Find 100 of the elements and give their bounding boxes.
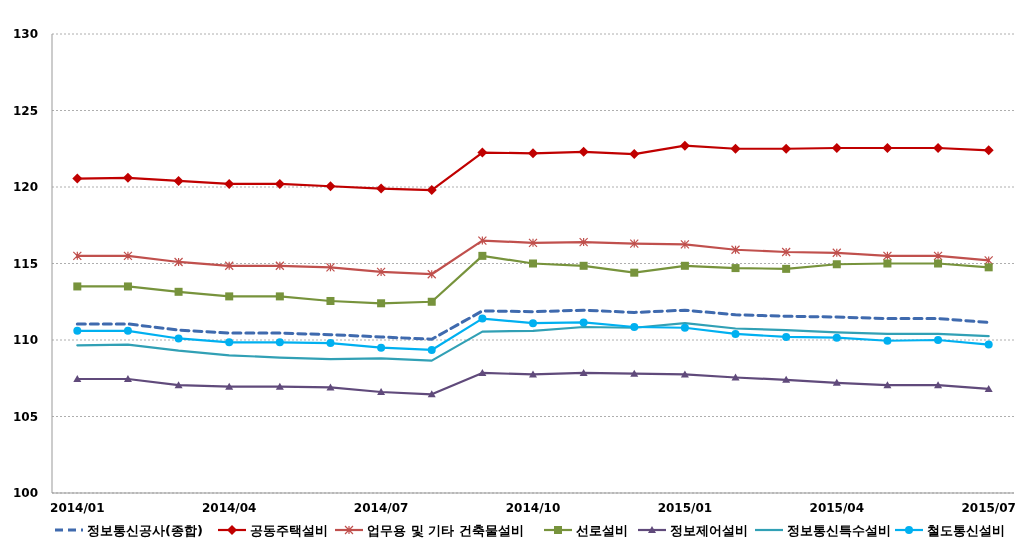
point xyxy=(630,268,639,277)
point xyxy=(883,336,892,345)
point xyxy=(984,384,993,392)
point xyxy=(984,263,993,272)
point xyxy=(275,338,284,347)
y-tick-label: 130 xyxy=(12,27,38,42)
point xyxy=(730,143,741,154)
point xyxy=(173,257,184,267)
point xyxy=(731,329,740,338)
point xyxy=(325,181,336,192)
point xyxy=(782,264,791,273)
point xyxy=(173,175,184,186)
point xyxy=(427,297,436,306)
point xyxy=(275,261,285,271)
point xyxy=(882,142,893,153)
point xyxy=(72,251,82,261)
point xyxy=(478,368,487,376)
point xyxy=(73,375,82,383)
point xyxy=(427,390,436,398)
point xyxy=(679,140,690,151)
point xyxy=(680,323,689,332)
point xyxy=(275,382,284,390)
point xyxy=(933,142,944,153)
y-tick-label: 125 xyxy=(12,103,38,118)
legend-label: 업무용 및 기타 건축물설비 xyxy=(367,522,524,538)
point xyxy=(529,319,537,328)
point xyxy=(122,172,133,183)
point xyxy=(529,259,537,268)
point xyxy=(782,332,791,341)
point xyxy=(377,299,386,308)
point xyxy=(72,173,83,184)
point xyxy=(426,185,437,196)
line-series xyxy=(75,308,991,341)
point xyxy=(326,339,335,348)
point xyxy=(376,183,387,194)
point xyxy=(528,148,538,159)
point xyxy=(629,149,640,160)
point xyxy=(934,259,943,268)
point xyxy=(883,259,892,268)
point xyxy=(174,381,183,389)
point xyxy=(174,334,183,343)
legend-label: 철도통신설비 xyxy=(927,522,1005,538)
x-tick-label: 2015/04 xyxy=(809,501,865,515)
point xyxy=(781,143,792,154)
point xyxy=(73,282,82,291)
point xyxy=(477,147,488,158)
point xyxy=(831,142,842,153)
x-tick-label: 2014/04 xyxy=(201,501,257,515)
point xyxy=(680,239,690,249)
point xyxy=(933,251,943,261)
point xyxy=(224,261,234,271)
point xyxy=(782,375,791,383)
point xyxy=(934,381,943,389)
legend-label: 공동주택설비 xyxy=(250,522,328,538)
point xyxy=(934,336,943,344)
point xyxy=(883,381,892,389)
point xyxy=(528,238,538,248)
point xyxy=(174,287,183,296)
point xyxy=(983,145,994,156)
point xyxy=(731,264,740,273)
point xyxy=(123,251,133,261)
point xyxy=(275,292,284,301)
point xyxy=(579,237,589,247)
point xyxy=(478,314,487,323)
point xyxy=(781,247,791,257)
point xyxy=(73,326,82,335)
point xyxy=(629,239,639,249)
x-tick-label: 2014/07 xyxy=(353,501,409,515)
point xyxy=(579,368,588,376)
y-tick-label: 120 xyxy=(12,180,38,195)
point xyxy=(984,340,993,349)
y-tick-label: 110 xyxy=(12,333,38,348)
point xyxy=(377,388,386,396)
point xyxy=(579,318,588,327)
point xyxy=(578,146,589,157)
point xyxy=(730,245,741,255)
x-tick-label: 2015/07 xyxy=(961,501,1016,515)
point xyxy=(427,269,437,279)
point xyxy=(123,282,132,291)
point xyxy=(326,296,335,305)
point xyxy=(984,255,994,266)
point xyxy=(123,375,132,383)
point xyxy=(630,369,639,377)
point xyxy=(225,382,234,390)
point xyxy=(225,292,234,301)
point xyxy=(832,378,841,386)
point xyxy=(123,326,132,335)
point xyxy=(630,323,639,331)
point xyxy=(477,235,487,246)
legend-label: 정보통신특수설비 xyxy=(787,522,891,538)
point xyxy=(832,260,841,269)
x-tick-label: 2015/01 xyxy=(657,501,713,515)
x-tick-label: 2014/01 xyxy=(50,501,105,515)
y-tick-label: 115 xyxy=(12,256,38,271)
legend-label: 정보제어설비 xyxy=(670,522,748,538)
point xyxy=(427,345,436,354)
legend-label: 정보통신공사(종합) xyxy=(87,522,203,538)
point xyxy=(478,251,487,260)
point xyxy=(882,251,893,261)
y-tick-label: 105 xyxy=(12,409,38,424)
